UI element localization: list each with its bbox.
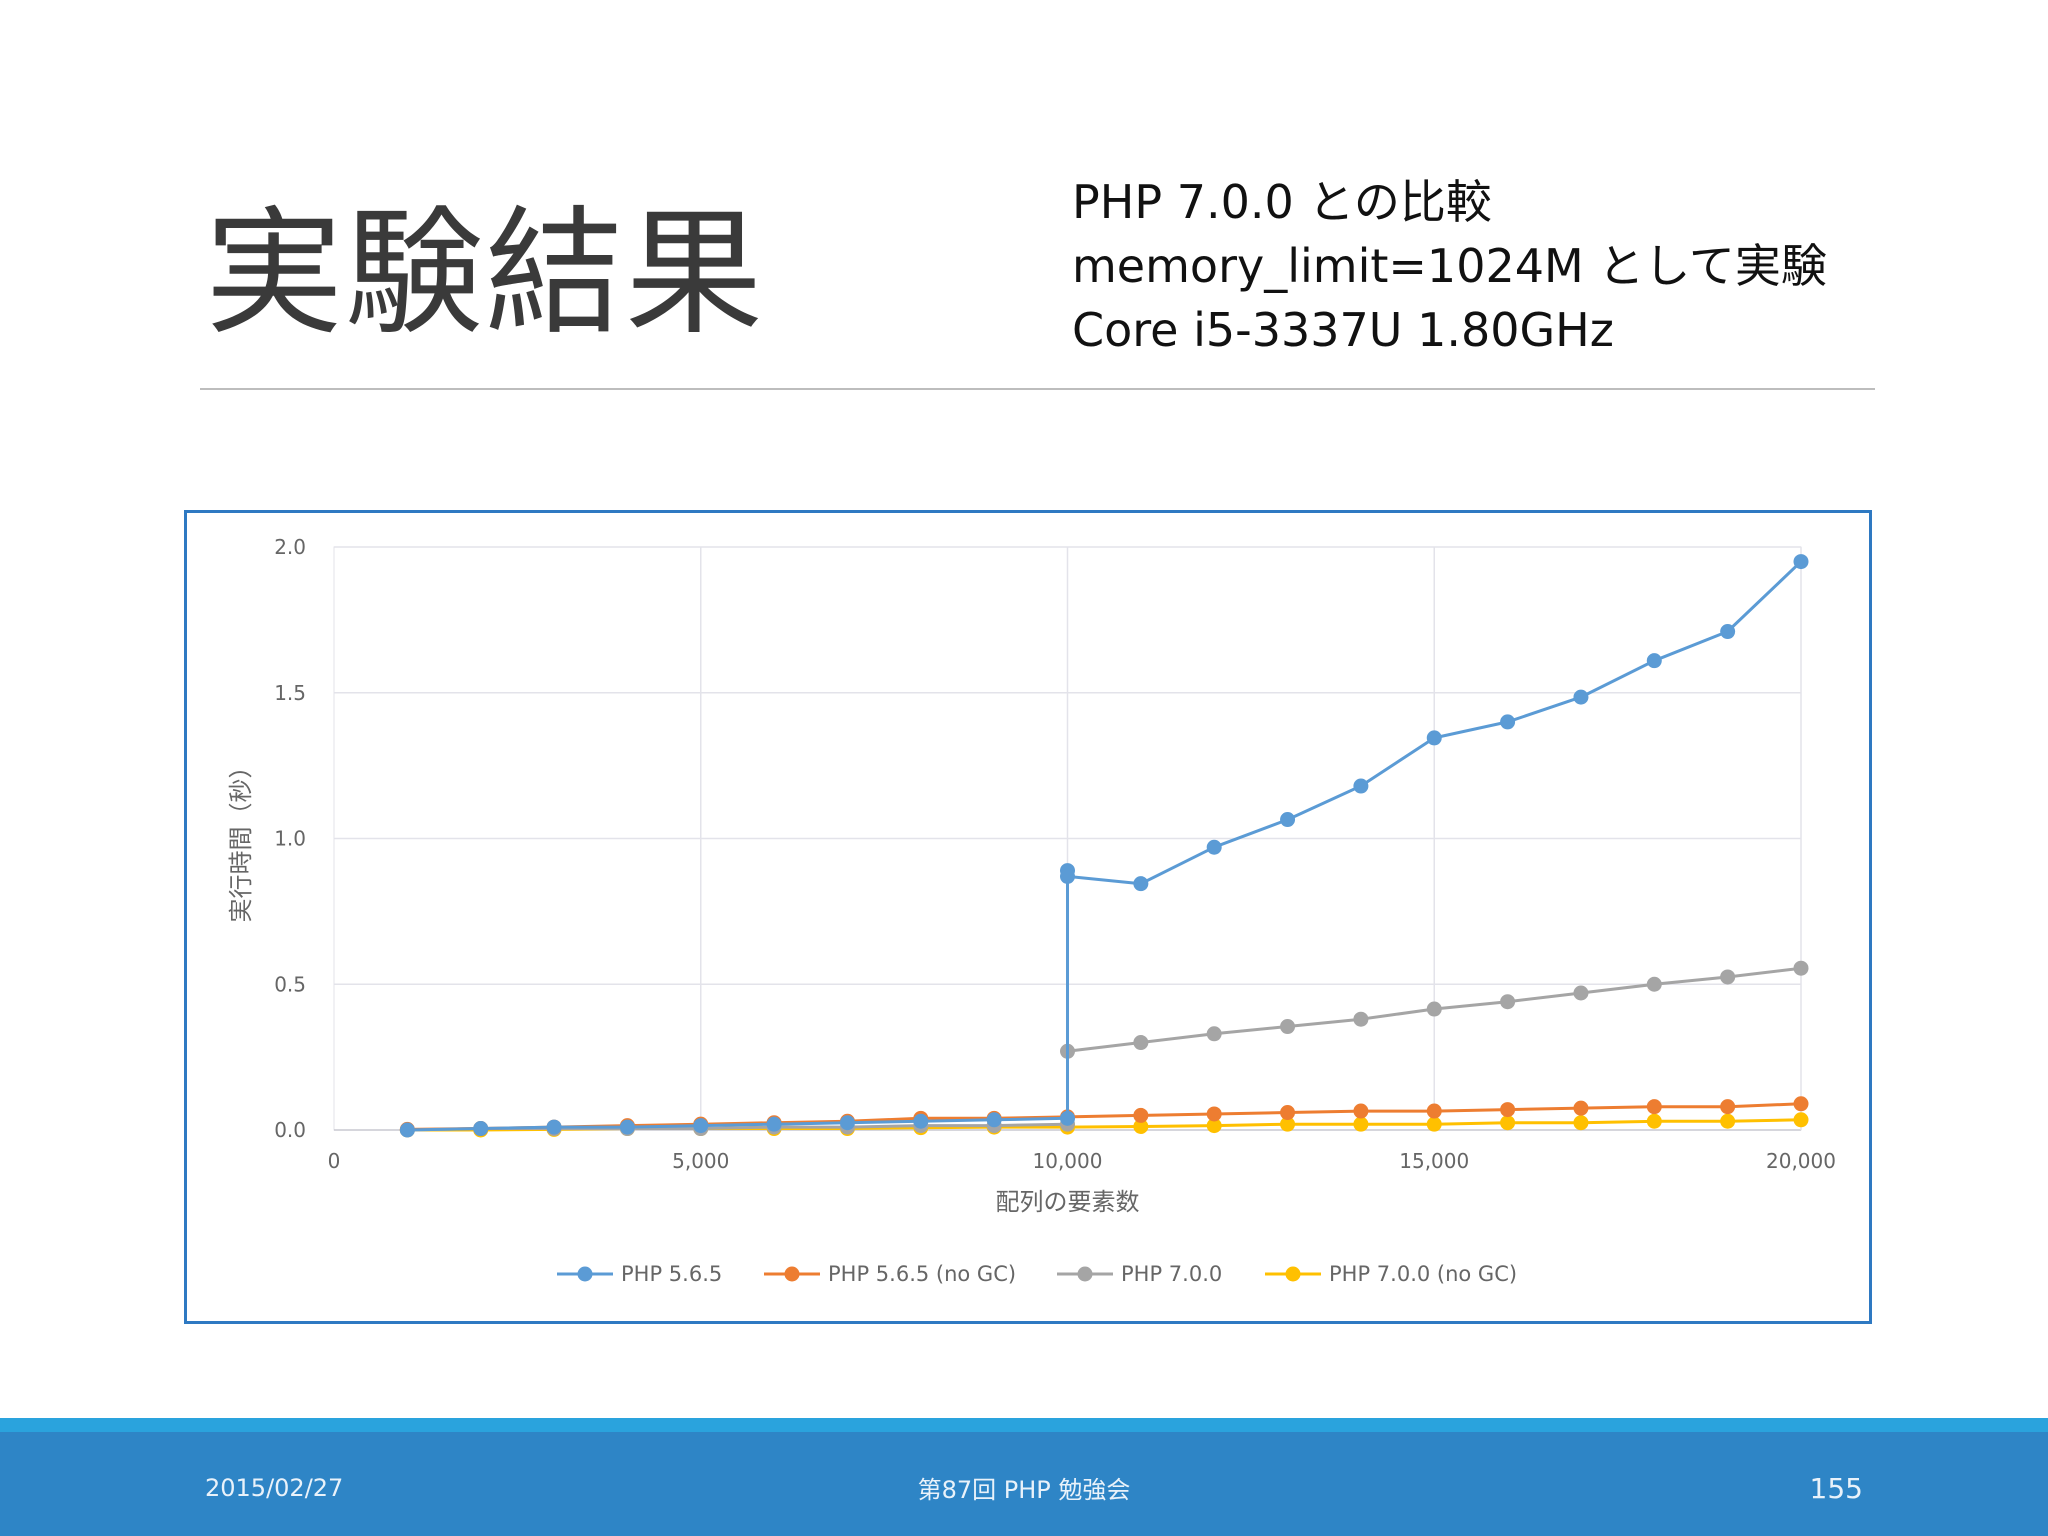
data-point: [1720, 624, 1736, 640]
data-point: [619, 1119, 635, 1135]
data-point: [1646, 1099, 1662, 1115]
x-tick-label: 0: [328, 1149, 341, 1173]
data-point: [1793, 554, 1809, 570]
subtitle-line-3: Core i5-3337U 1.80GHz: [1072, 303, 1614, 357]
y-tick-label: 0.0: [274, 1118, 306, 1142]
data-point: [1720, 969, 1736, 985]
data-point: [1793, 1112, 1809, 1128]
legend-marker: [784, 1266, 800, 1282]
y-tick-label: 1.5: [274, 681, 306, 705]
x-tick-label: 15,000: [1399, 1149, 1469, 1173]
footer-page-number: 155: [1809, 1472, 1863, 1505]
title-divider: [200, 388, 1875, 390]
data-point: [986, 1112, 1002, 1128]
data-point: [1646, 976, 1662, 992]
subtitle-line-2: memory_limit=1024M として実験: [1072, 239, 1827, 293]
data-point: [1280, 1105, 1296, 1121]
y-tick-label: 2.0: [274, 535, 306, 559]
data-point: [1500, 714, 1516, 730]
data-point: [1206, 1026, 1222, 1042]
line-chart: 0.0 0.5 1.0 1.5 2.0 0 5,000 10,000 15,000 20,000 配…: [227, 535, 1836, 1286]
legend-marker: [1285, 1266, 1301, 1282]
footer-stripe: [0, 1418, 2048, 1432]
data-point: [1206, 1118, 1222, 1134]
data-point: [1426, 1001, 1442, 1017]
chart-frame: 0.0 0.5 1.0 1.5 2.0 0 5,000 10,000 15,000 20,000 配…: [184, 510, 1872, 1324]
data-point: [1500, 1115, 1516, 1131]
data-point: [1206, 1106, 1222, 1122]
data-point: [1426, 730, 1442, 746]
slide-subtitle: PHP 7.0.0 との比較 memory_limit=1024M として実験 …: [1072, 170, 1827, 362]
data-point: [1353, 1103, 1369, 1119]
data-point: [839, 1115, 855, 1131]
data-point: [1353, 1116, 1369, 1132]
slide-title: 実験結果: [205, 193, 766, 354]
footer-band: [0, 1432, 2048, 1536]
y-tick-label: 0.5: [274, 972, 306, 996]
data-point: [1500, 1102, 1516, 1118]
data-point: [1353, 778, 1369, 794]
data-point: [1353, 1011, 1369, 1027]
data-point: [913, 1113, 929, 1129]
data-point: [766, 1116, 782, 1132]
legend-label: PHP 5.6.5 (no GC): [828, 1262, 1016, 1286]
data-point: [546, 1119, 562, 1135]
data-point: [1060, 868, 1075, 884]
legend-marker: [577, 1266, 593, 1282]
data-point: [1793, 960, 1809, 976]
data-point: [1133, 876, 1149, 892]
x-tick-label: 5,000: [672, 1149, 729, 1173]
data-point: [1133, 1107, 1149, 1123]
data-point: [1573, 1100, 1589, 1116]
data-point: [1500, 994, 1516, 1010]
data-point: [1426, 1103, 1442, 1119]
data-point: [1646, 1113, 1662, 1129]
data-point: [1573, 689, 1589, 705]
footer-date: 2015/02/27: [205, 1474, 344, 1502]
data-point: [1280, 1019, 1296, 1035]
data-point: [473, 1121, 489, 1137]
x-tick-label: 10,000: [1033, 1149, 1103, 1173]
legend-marker: [1077, 1266, 1093, 1282]
data-point: [1573, 985, 1589, 1001]
data-point: [1426, 1116, 1442, 1132]
y-tick-label: 1.0: [274, 827, 306, 851]
data-point: [1720, 1099, 1736, 1115]
legend-label: PHP 5.6.5: [621, 1262, 722, 1286]
x-axis-title: 配列の要素数: [996, 1188, 1140, 1216]
data-point: [1060, 1110, 1075, 1126]
data-point: [1646, 653, 1662, 669]
data-point: [1133, 1035, 1149, 1051]
data-point: [1793, 1096, 1809, 1112]
data-point: [399, 1122, 415, 1138]
legend-label: PHP 7.0.0 (no GC): [1329, 1262, 1517, 1286]
data-point: [1720, 1113, 1736, 1129]
data-point: [1573, 1115, 1589, 1131]
subtitle-line-1: PHP 7.0.0 との比較: [1072, 175, 1492, 229]
data-point: [1280, 812, 1296, 828]
footer-event: 第87回 PHP 勉強会: [917, 1476, 1131, 1504]
y-axis-title: 実行時間（秒）: [227, 755, 255, 923]
x-tick-label: 20,000: [1766, 1149, 1836, 1173]
data-point: [1280, 1116, 1296, 1132]
data-point: [1206, 839, 1222, 855]
data-point: [693, 1118, 709, 1134]
data-point: [1133, 1119, 1149, 1135]
legend-label: PHP 7.0.0: [1121, 1262, 1222, 1286]
